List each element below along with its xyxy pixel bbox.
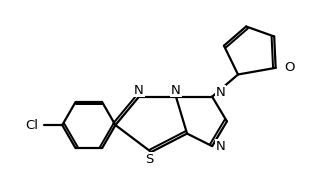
Text: Cl: Cl (25, 119, 38, 132)
Text: N: N (171, 84, 181, 96)
Text: N: N (215, 140, 225, 153)
Text: N: N (134, 84, 144, 96)
Text: S: S (145, 153, 154, 166)
Text: O: O (284, 61, 294, 74)
Text: N: N (215, 86, 225, 99)
